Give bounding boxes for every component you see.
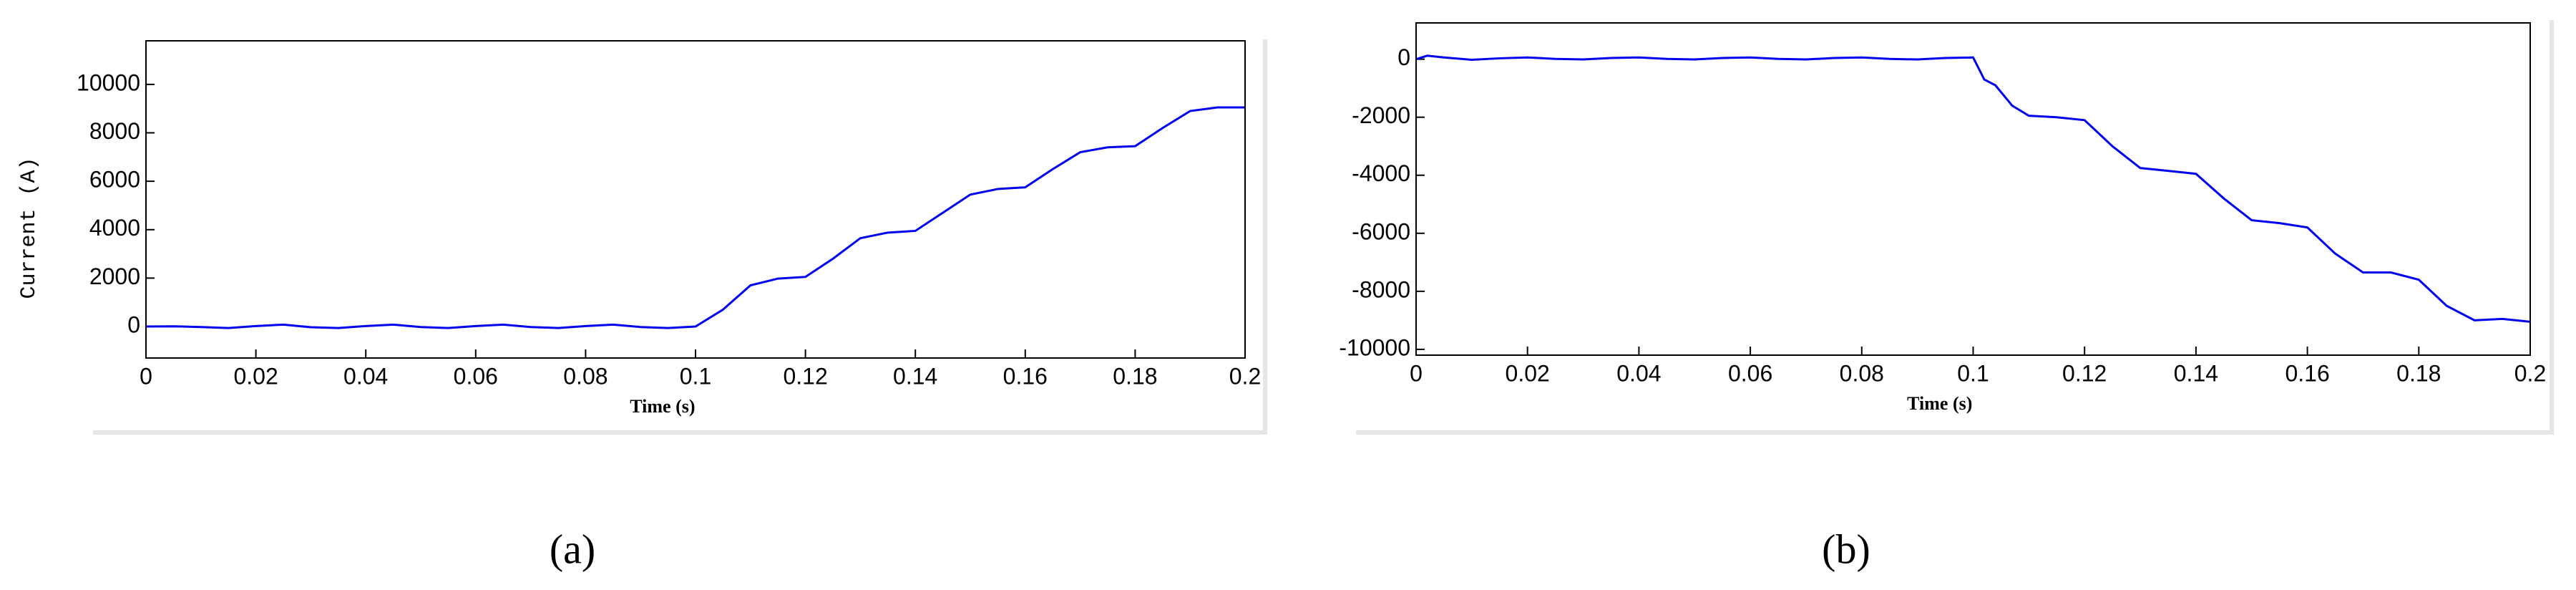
- x-tick-label: 0.08: [1840, 360, 1884, 386]
- y-tick-label: -4000: [1352, 160, 1410, 186]
- x-tick-label: 0.14: [2174, 360, 2218, 386]
- y-tick-label: 8000: [89, 118, 140, 144]
- y-tick-label: -10000: [1339, 334, 1410, 360]
- y-tick-label: -6000: [1352, 218, 1410, 244]
- y-tick-label: 0: [1397, 44, 1410, 70]
- caption: (a): [550, 526, 595, 572]
- x-tick-label: 0.1: [1957, 360, 1989, 386]
- y-tick-label: 0: [127, 311, 140, 337]
- x-tick-label: 0.02: [233, 363, 278, 389]
- data-line: [145, 106, 1245, 329]
- y-tick-label: 2000: [89, 263, 140, 289]
- frame-shadow: [93, 20, 2554, 435]
- x-tick-label: 0: [140, 363, 152, 389]
- x-tick-label: 0.2: [1229, 363, 1261, 389]
- x-tick-label: 0.18: [2396, 360, 2441, 386]
- caption: (b): [1822, 526, 1870, 572]
- x-tick-label: 0: [1410, 360, 1423, 386]
- x-tick-label: 0.12: [2062, 360, 2107, 386]
- x-axis-label: Time (s): [1907, 393, 1972, 414]
- y-tick-label: 6000: [89, 167, 140, 193]
- x-tick-label: 0.06: [1728, 360, 1772, 386]
- x-tick-label: 0.04: [1616, 360, 1661, 386]
- x-tick-label: 0.02: [1506, 360, 1550, 386]
- x-tick-label: 0.06: [454, 363, 498, 389]
- x-tick-label: 0.2: [2514, 360, 2546, 386]
- plot-frame: [145, 40, 1246, 359]
- data-line: [1415, 54, 2531, 323]
- x-tick-label: 0.16: [2285, 360, 2329, 386]
- x-tick-label: 0.1: [680, 363, 711, 389]
- x-tick-label: 0.18: [1113, 363, 1157, 389]
- y-axis-label: Current (A): [17, 157, 42, 299]
- y-tick-label: -2000: [1352, 102, 1410, 128]
- plot-frame: [1415, 22, 2531, 356]
- x-tick-label: 0.14: [893, 363, 937, 389]
- x-tick-label: 0.12: [783, 363, 827, 389]
- y-tick-label: -8000: [1352, 276, 1410, 302]
- x-tick-label: 0.16: [1003, 363, 1048, 389]
- x-axis-label: Time (s): [630, 396, 695, 417]
- x-tick-label: 0.04: [343, 363, 388, 389]
- x-tick-label: 0.08: [563, 363, 608, 389]
- y-tick-label: 10000: [77, 69, 140, 95]
- y-tick-label: 4000: [89, 215, 140, 241]
